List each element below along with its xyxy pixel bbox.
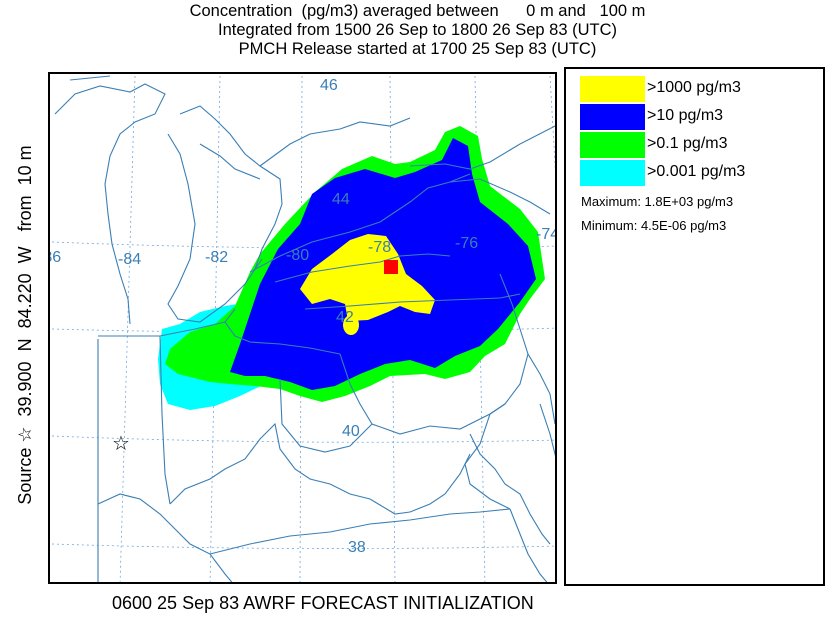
plot-title: Concentration (pg/m3) averaged between 0… xyxy=(0,2,835,59)
longitude-label-76: -76 xyxy=(455,235,478,252)
forecast-caption: 0600 25 Sep 83 AWRF FORECAST INITIALIZAT… xyxy=(112,593,534,613)
source-star-icon: ☆ xyxy=(112,431,130,455)
source-location-caption: Source ☆ 39.900 N 84.220 W from 10 m xyxy=(15,145,35,505)
legend-swatch-cyan xyxy=(580,160,645,186)
legend-panel: >1000 pg/m3 >10 pg/m3 >0.1 pg/m3 >0.001 … xyxy=(564,67,825,586)
title-line-concentration: Concentration (pg/m3) averaged between 0… xyxy=(189,2,646,20)
legend-label-0001: >0.001 pg/m3 xyxy=(647,163,746,180)
map-panel: -86 -84 -82 -80 -78 -76 -74 46 44 42 40 … xyxy=(48,72,557,584)
latitude-label-46: 46 xyxy=(320,77,338,94)
plume-contour-1000 xyxy=(300,234,435,321)
legend-swatch-blue xyxy=(580,104,645,130)
legend-item-1000: >1000 pg/m3 xyxy=(580,76,820,102)
longitude-label-86: -86 xyxy=(50,249,61,266)
latitude-label-38: 38 xyxy=(348,539,366,556)
legend-label-1000: >1000 pg/m3 xyxy=(647,79,741,96)
latitude-label-44: 44 xyxy=(332,191,350,208)
title-line-integration: Integrated from 1500 26 Sep to 1800 26 S… xyxy=(218,21,617,39)
legend-label-01: >0.1 pg/m3 xyxy=(647,135,728,152)
longitude-label-84: -84 xyxy=(118,251,141,268)
dispersion-map: -86 -84 -82 -80 -78 -76 -74 46 44 42 40 … xyxy=(50,75,557,582)
legend-item-01: >0.1 pg/m3 xyxy=(580,132,820,158)
legend-item-0001: >0.001 pg/m3 xyxy=(580,160,820,186)
legend-item-10: >10 pg/m3 xyxy=(580,104,820,130)
legend-swatch-yellow xyxy=(580,76,645,102)
plume-contour-1000-patch xyxy=(343,315,359,335)
peak-concentration-marker xyxy=(384,260,398,274)
longitude-label-80: -80 xyxy=(286,247,309,264)
title-line-release: PMCH Release started at 1700 25 Sep 83 (… xyxy=(238,40,597,58)
maximum-value: Maximum: 1.8E+03 pg/m3 xyxy=(581,194,734,209)
minimum-value: Minimum: 4.5E-06 pg/m3 xyxy=(581,218,727,233)
latitude-label-40: 40 xyxy=(342,423,360,440)
longitude-label-74: -74 xyxy=(536,226,557,243)
longitude-label-78: -78 xyxy=(368,239,391,256)
latitude-label-42: 42 xyxy=(336,309,354,326)
legend-label-10: >10 pg/m3 xyxy=(647,107,724,124)
longitude-label-82: -82 xyxy=(205,249,228,266)
boundaries xyxy=(54,75,555,582)
legend-swatch-green xyxy=(580,132,645,158)
